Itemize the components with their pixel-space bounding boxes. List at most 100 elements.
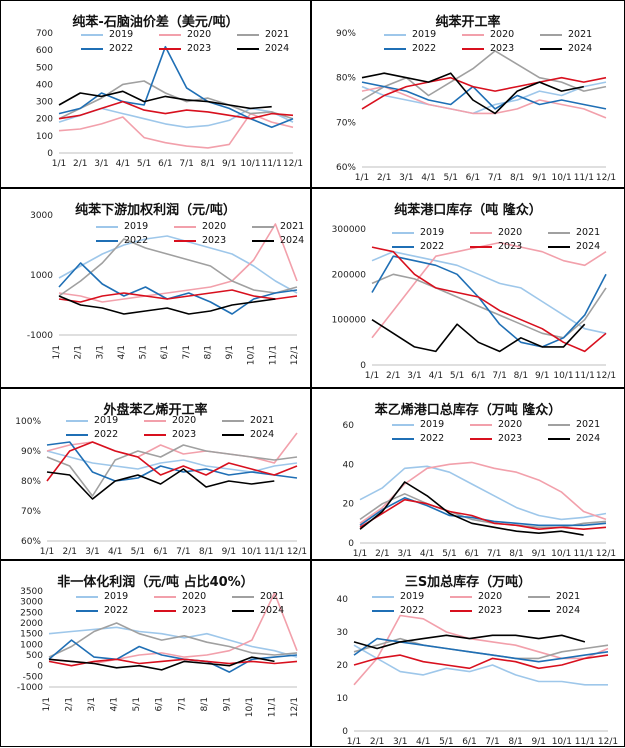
x-tick-label: 6/1 — [160, 345, 170, 359]
y-tick-label: 0 — [360, 361, 366, 371]
legend-item-2020: 2020 — [154, 591, 206, 602]
series-line-2019 — [371, 250, 607, 335]
legend-label: 2023 — [187, 43, 212, 54]
legend-label: 2020 — [498, 227, 523, 238]
x-tick-label: 2/1 — [62, 547, 76, 557]
legend-swatch — [384, 33, 406, 36]
x-tick-label: 7/1 — [182, 345, 192, 359]
chart-panel-2: 纯苯开工率 60% 70% 80% 90% 1/1 2/1 3/1 4/1 5/1 6/1 7/1 8… — [311, 0, 625, 188]
legend-swatch — [159, 47, 181, 50]
legend-swatch — [392, 231, 414, 234]
legend-item-2019: 2019 — [76, 591, 128, 602]
series-line-2023 — [361, 76, 607, 110]
legend-swatch — [144, 433, 166, 436]
x-tick-label: 7/1 — [176, 547, 190, 557]
series-line-2022 — [46, 441, 298, 482]
series-line-2019 — [361, 81, 607, 115]
x-tick-label: 12/1 — [596, 371, 616, 381]
chart-title: 外盘苯乙烯开工率 — [103, 403, 208, 418]
legend-item-2020: 2020 — [470, 227, 522, 238]
legend-item-2022: 2022 — [76, 605, 128, 616]
series-line-2019 — [353, 644, 608, 686]
y-tick-label: 0 — [348, 539, 354, 549]
x-tick-label: 1/1 — [52, 345, 62, 359]
series-line-2024 — [371, 319, 586, 353]
y-tick-label: 200 — [36, 115, 53, 125]
legend-item-2021: 2021 — [528, 591, 580, 602]
legend-swatch — [548, 245, 570, 248]
legend-swatch — [81, 47, 103, 50]
y-tick-label: 200000 — [332, 270, 367, 280]
legend-label: 2019 — [420, 227, 445, 238]
series-line-2021 — [359, 493, 607, 529]
legend-swatch — [252, 239, 274, 242]
legend-swatch — [470, 423, 492, 426]
legend-label: 2021 — [576, 227, 601, 238]
legend-label: 2020 — [187, 29, 212, 40]
series-line-2023 — [58, 289, 298, 303]
legend-label: 2023 — [478, 605, 503, 616]
legend-label: 2020 — [498, 419, 523, 430]
legend-swatch — [66, 433, 88, 436]
legend-label: 2019 — [124, 221, 149, 232]
legend-item-2022: 2022 — [96, 235, 148, 246]
chart-panel-5: 外盘苯乙烯开工率 60% 70% 80% 90% 100% 1/1 2/1 3/1 4/1 5/1… — [0, 388, 311, 560]
legend-item-2022: 2022 — [66, 429, 118, 440]
legend-swatch — [237, 33, 259, 36]
y-tick-label: 20 — [343, 500, 355, 510]
series-line-2019 — [48, 626, 298, 658]
legend-label: 2023 — [498, 433, 523, 444]
legend-item-2024: 2024 — [222, 429, 274, 440]
series-line-2024 — [46, 468, 275, 500]
legend-item-2024: 2024 — [528, 605, 580, 616]
x-tick-label: 1/1 — [52, 159, 66, 169]
x-tick-label: 6/1 — [155, 697, 165, 711]
chart-panel-7: 非一体化利润（元/吨 占比40%） -1000 -500 0 500 1000 1500 2… — [0, 560, 311, 747]
x-tick-label: 8/1 — [514, 371, 528, 381]
chart-title: 纯苯港口库存（吨 隆众） — [394, 203, 542, 218]
chart-title: 三S加总库存（万吨） — [404, 575, 532, 590]
series-line-2023 — [353, 654, 609, 670]
x-tick-label: 6/1 — [466, 173, 480, 183]
x-tick-label: 5/1 — [439, 737, 453, 747]
x-tick-label: 10/1 — [551, 549, 571, 559]
legend-item-2021: 2021 — [237, 29, 289, 40]
series-line-2022 — [58, 45, 294, 129]
legend-swatch — [252, 225, 274, 228]
legend-label: 2024 — [576, 241, 601, 252]
legend-item-2023: 2023 — [144, 429, 196, 440]
x-tick-label: 12/1 — [287, 547, 307, 557]
x-tick-label: 11/1 — [574, 173, 594, 183]
chart-plot: 0 20 40 60 1/1 2/1 3/1 4/1 5/1 6/1 7/1 8/1 9/1 10/1 11… — [343, 421, 617, 559]
y-tick-label: 1000 — [30, 271, 53, 281]
legend-swatch — [81, 33, 103, 36]
x-tick-label: 2/1 — [377, 173, 391, 183]
series-line-2024 — [58, 90, 272, 110]
x-tick-label: 8/1 — [200, 697, 210, 711]
y-tick-label: 400 — [36, 80, 53, 90]
legend-item-2022: 2022 — [392, 433, 444, 444]
x-tick-label: 8/1 — [201, 159, 215, 169]
legend-swatch — [237, 47, 259, 50]
legend-swatch — [470, 245, 492, 248]
x-tick-label: 12/1 — [290, 697, 300, 717]
legend-label: 2022 — [104, 605, 129, 616]
x-tick-label: 6/1 — [465, 549, 479, 559]
legend-label: 2020 — [478, 591, 503, 602]
y-tick-label: -1000 — [27, 331, 53, 341]
legend-label: 2021 — [280, 221, 305, 232]
legend-swatch — [462, 47, 484, 50]
legend-swatch — [540, 47, 562, 50]
x-tick-label: 5/1 — [137, 159, 151, 169]
legend-item-2022: 2022 — [372, 605, 424, 616]
y-tick-label: 700 — [36, 29, 53, 39]
legend-item-2022: 2022 — [384, 43, 436, 54]
legend-item-2020: 2020 — [159, 29, 211, 40]
legend-label: 2020 — [490, 29, 515, 40]
x-tick-label: 5/1 — [139, 345, 149, 359]
y-tick-label: 90% — [21, 447, 41, 457]
series-line-2024 — [48, 656, 275, 671]
x-tick-label: 3/1 — [399, 173, 413, 183]
y-tick-label: 1500 — [20, 630, 43, 640]
y-tick-label: 2500 — [20, 608, 43, 618]
